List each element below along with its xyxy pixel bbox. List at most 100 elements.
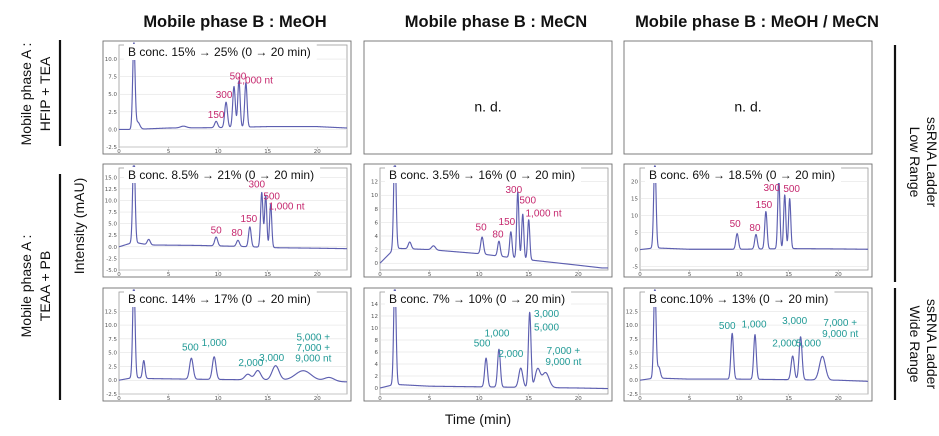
row-title-teaa-line1: Mobile phase A : (18, 235, 34, 338)
condition-box (124, 291, 317, 307)
x-tick-label: 20 (314, 272, 321, 278)
peak-label: 3,000 (534, 309, 559, 320)
column-title-meoh: Mobile phase B : MeOH (143, 13, 326, 31)
gradient-condition-label: B conc. 3.5% → 16% (0 → 20 min) (389, 168, 575, 182)
y-tick-label: 2.5 (108, 233, 117, 239)
y-tick-label: 2.5 (629, 364, 638, 370)
panel-r2c1: -5.0 -2.5 0.0 2.5 5.0 7.5 10.0 12.5 15.0 0 5 10 15 20… (102, 163, 352, 278)
panel-r3c3: -2.5 0.0 2.5 5.0 7.5 10.0 12.5 0 5 10 15 20 B conc.1… (623, 287, 873, 402)
condition-box (645, 291, 835, 307)
y-tick-label: 6 (375, 220, 379, 226)
y-tick-label: 8 (375, 207, 379, 213)
y-tick-label: 4 (375, 234, 379, 240)
peak-label: 7,000 + (823, 318, 857, 329)
peak-label: 150 (241, 214, 258, 225)
panel-frame (623, 40, 873, 155)
x-tick-label: 5 (167, 396, 171, 402)
x-tick-label: 15 (785, 396, 792, 402)
y-tick-label: 10.0 (105, 323, 118, 329)
row-title-wide-range: Wide Range ssRNA Ladder (893, 288, 939, 400)
panel-frame (363, 40, 613, 155)
y-tick-label: 5.0 (108, 92, 117, 98)
peak-label: 3,000 (782, 316, 807, 327)
y-tick-label: 5 (635, 231, 639, 237)
x-tick-label: 0 (378, 396, 382, 402)
peak-label: 9,000 nt (822, 329, 858, 340)
peak-label: 80 (749, 223, 761, 234)
row-title-low-line1: Low Range (907, 127, 923, 198)
x-tick-label: 20 (314, 149, 321, 155)
peak-label: 1,000 (741, 319, 766, 330)
peak-label: 500 (263, 192, 280, 203)
panel-r3c2: 0 2 4 6 8 10 12 14 0 5 10 15 20 B conc. 7% → 10% (0 →… (363, 287, 613, 402)
x-tick-label: 5 (167, 272, 171, 278)
row-title-wide-line1: Wide Range (907, 305, 923, 382)
panel-r1c2: n. d. (363, 40, 613, 155)
chromatogram-trace (379, 165, 609, 269)
gradient-condition-label: B conc. 15% → 25% (0 → 20 min) (128, 45, 311, 59)
x-tick-label: 20 (835, 272, 842, 278)
gradient-condition-label: B conc. 8.5% → 21% (0 → 20 min) (128, 168, 314, 182)
x-tick-label: 5 (688, 396, 692, 402)
peak-label: 150 (756, 200, 773, 211)
peak-label: 500 (182, 342, 199, 353)
y-tick-label: 12.5 (105, 309, 118, 315)
row-title-teaa-pb: Mobile phase A : TEAA + PB (18, 174, 62, 400)
peak-label: 50 (730, 219, 742, 230)
y-tick-label: -2.5 (106, 256, 117, 262)
peak-label: 80 (231, 228, 243, 239)
x-tick-label: 20 (835, 396, 842, 402)
chromatogram-trace (639, 289, 869, 382)
y-tick-label: 5.0 (629, 351, 638, 357)
y-tick-label: 12.5 (626, 309, 639, 315)
peak-label: 1,000 nt (268, 202, 304, 213)
peak-label: 300 (216, 90, 233, 101)
peak-label: 500 (230, 71, 247, 82)
y-tick-label: 2.5 (108, 110, 117, 116)
y-tick-label: 2 (375, 374, 379, 380)
peak-label: 1,000 nt (525, 208, 561, 219)
peak-label: 500 (783, 184, 800, 195)
row-title-hfip-line2: HFIP + TEA (37, 56, 53, 131)
peak-label: 5,000 + (296, 333, 330, 344)
chromatogram-trace (118, 289, 348, 383)
gradient-condition-label: B conc. 6% → 18.5% (0 → 20 min) (649, 168, 835, 182)
x-tick-label: 5 (428, 272, 432, 278)
x-tick-label: 0 (117, 272, 121, 278)
x-tick-label: 10 (476, 272, 483, 278)
x-tick-label: 20 (575, 396, 582, 402)
panel-r1c1: -2.5 0.0 2.5 5.0 7.5 10.0 0 5 10 15 20 B conc. 15% … (102, 40, 352, 155)
not-detected-label: n. d. (734, 99, 761, 115)
y-tick-label: 0.0 (108, 245, 117, 251)
not-detected-label: n. d. (474, 99, 501, 115)
y-tick-label: 0.0 (108, 378, 117, 384)
chromatogram-trace (639, 165, 869, 251)
peak-label: 9,000 nt (295, 353, 331, 364)
y-tick-label: -2.5 (106, 145, 117, 151)
x-tick-label: 0 (638, 272, 642, 278)
y-tick-label: 6 (375, 350, 379, 356)
peak-label: 2,000 (238, 358, 263, 369)
y-tick-label: 15 (631, 197, 638, 203)
panel-r1c3: n. d. (623, 40, 873, 155)
condition-box (124, 44, 317, 60)
panel-r3c1: -2.5 0.0 2.5 5.0 7.5 10.0 12.5 0 5 10 15 20 B conc. … (102, 287, 352, 402)
x-tick-label: 15 (264, 272, 271, 278)
row-title-hfip-tea: Mobile phase A : HFIP + TEA (18, 40, 62, 146)
peak-label: 500 (719, 321, 736, 332)
x-tick-label: 10 (736, 396, 743, 402)
chromatogram-panels: -2.50.02.55.07.510.00 5 10 15 20B conc. 15% … (102, 40, 873, 402)
x-tick-label: 0 (638, 396, 642, 402)
peak-label: 500 (519, 195, 536, 206)
peak-label: 300 (248, 179, 265, 190)
peak-label: 2,000 (498, 349, 523, 360)
y-tick-label: 10 (631, 214, 638, 220)
y-tick-label: 10.0 (105, 57, 118, 63)
x-tick-label: 15 (264, 396, 271, 402)
y-tick-label: 5.0 (108, 222, 117, 228)
x-tick-label: 20 (575, 272, 582, 278)
x-tick-label: 10 (476, 396, 483, 402)
y-tick-label: 0 (375, 261, 379, 267)
condition-box (645, 167, 842, 183)
